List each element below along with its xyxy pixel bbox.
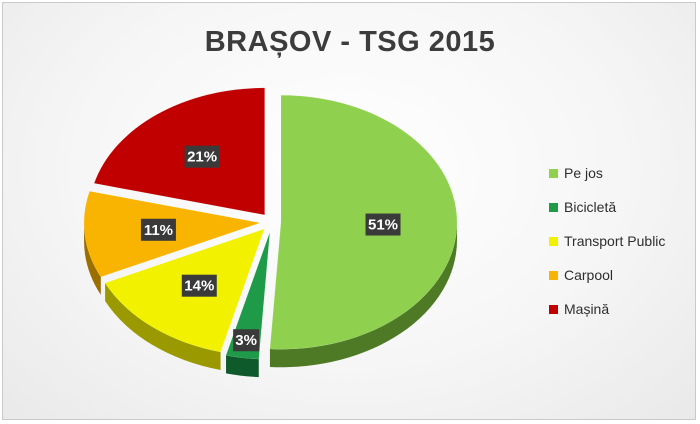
legend-item: Bicicletă <box>549 199 665 215</box>
chart-title: BRAȘOV - TSG 2015 <box>204 26 496 58</box>
chart-legend: Pe jos Bicicletă Transport Public Carpoo… <box>549 165 665 335</box>
data-label-box <box>184 145 220 168</box>
data-label-text: 3% <box>235 332 257 349</box>
legend-swatch <box>549 168 558 178</box>
pie-slice-side <box>84 222 101 295</box>
legend-label: Carpool <box>564 267 614 283</box>
data-label-box <box>233 329 260 352</box>
data-label: 3% <box>233 329 260 352</box>
pie-slice <box>225 232 271 360</box>
legend-item: Carpool <box>549 267 665 283</box>
legend-label: Pe jos <box>564 165 603 181</box>
pie-slice <box>93 87 265 216</box>
legend-swatch <box>549 236 558 246</box>
legend-swatch <box>549 304 558 314</box>
legend-item: Pe jos <box>549 165 665 181</box>
data-label-box <box>181 274 217 297</box>
pie-slice-side <box>226 355 259 378</box>
data-label-text: 14% <box>184 278 214 295</box>
data-label-text: 51% <box>368 217 398 234</box>
data-label: 51% <box>365 213 401 236</box>
data-label: 21% <box>184 145 220 168</box>
pie-slice <box>269 94 458 350</box>
data-label-box <box>140 218 176 241</box>
data-label: 11% <box>140 218 176 241</box>
data-label-text: 11% <box>144 222 173 239</box>
pie-sides <box>84 222 457 378</box>
pie-data-labels: 51% 3% 14% 11% 21% <box>140 145 401 352</box>
data-label-text: 21% <box>187 149 217 166</box>
data-label-box <box>365 213 401 236</box>
pie-slices <box>83 87 458 360</box>
legend-item: Transport Public <box>549 233 665 249</box>
legend-label: Transport Public <box>564 233 666 249</box>
legend-item: Mașină <box>549 301 665 317</box>
data-label: 14% <box>181 274 217 297</box>
legend-label: Bicicletă <box>564 199 617 215</box>
legend-swatch <box>549 270 558 280</box>
legend-swatch <box>549 202 558 212</box>
pie-slice-side <box>269 222 457 368</box>
pie-slice-side <box>105 283 221 370</box>
legend-label: Mașină <box>564 301 610 317</box>
